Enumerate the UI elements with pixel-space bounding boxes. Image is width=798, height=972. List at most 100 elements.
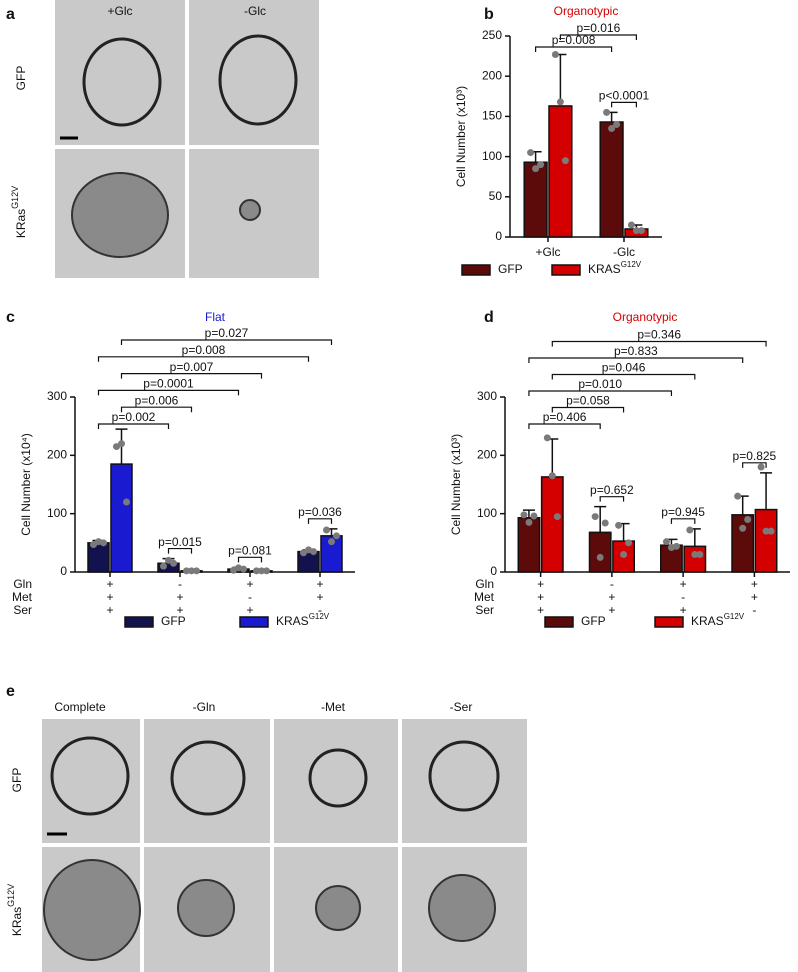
- condition-value: +: [751, 590, 758, 604]
- p-value: p=0.058: [566, 394, 610, 408]
- data-point: [739, 524, 747, 532]
- p-value: p=0.652: [590, 483, 634, 497]
- column-label: -Glc: [244, 4, 266, 18]
- y-tick-label: 100: [482, 149, 502, 163]
- data-point: [762, 527, 770, 535]
- significance-bracket: [528, 357, 744, 363]
- p-value: p=0.007: [170, 360, 214, 374]
- data-point: [532, 165, 540, 173]
- y-tick-label: 200: [477, 448, 497, 462]
- data-point: [170, 559, 177, 567]
- data-point: [527, 149, 535, 157]
- legend-swatch: [239, 616, 269, 628]
- organoid: [308, 748, 368, 808]
- y-tick-label: 0: [495, 229, 502, 243]
- condition-value: +: [176, 590, 183, 604]
- data-point: [672, 542, 680, 550]
- condition-value: -: [681, 590, 685, 604]
- p-value: p=0.945: [661, 505, 705, 519]
- row-label: KRasG12V: [10, 186, 28, 238]
- panel-letter: e: [6, 683, 15, 700]
- data-point: [625, 539, 633, 547]
- bar: [87, 542, 110, 573]
- y-tick-label: 300: [477, 389, 497, 403]
- significance-bracket: [670, 518, 696, 524]
- condition-label: Met: [474, 590, 495, 604]
- significance-bracket: [528, 390, 673, 396]
- legend-sup: G12V: [309, 612, 330, 621]
- data-point: [696, 551, 704, 558]
- significance-bracket: [551, 406, 625, 413]
- legend-swatch: [124, 616, 154, 628]
- bar: [540, 476, 564, 573]
- significance-bracket: [120, 406, 193, 413]
- condition-value: +: [316, 577, 323, 591]
- panel-letter: c: [6, 309, 15, 326]
- condition-value: +: [106, 603, 113, 617]
- p-value: p=0.0001: [143, 377, 194, 391]
- significance-bracket: [237, 556, 263, 563]
- y-tick-label: 200: [482, 68, 502, 82]
- organoid: [239, 199, 261, 221]
- data-point: [686, 526, 694, 534]
- micrograph: [42, 719, 140, 843]
- y-axis-label: Cell Number (x10³): [454, 86, 468, 187]
- p-value: p=0.406: [543, 410, 587, 424]
- condition-value: +: [537, 590, 544, 604]
- bar: [548, 105, 573, 238]
- p-value: p=0.036: [298, 505, 342, 519]
- data-point: [118, 440, 125, 448]
- condition-value: +: [176, 603, 183, 617]
- data-point: [608, 124, 616, 132]
- data-point: [734, 492, 742, 500]
- p-value: p=0.027: [205, 326, 249, 340]
- significance-bracket: [535, 46, 613, 52]
- significance-bracket: [559, 34, 637, 40]
- y-tick-label: 200: [47, 448, 67, 462]
- significance-bracket: [551, 373, 696, 380]
- significance-bracket: [551, 340, 767, 347]
- row-label: KRasG12V: [6, 884, 24, 936]
- y-tick-label: 0: [490, 564, 497, 578]
- organoid: [428, 740, 500, 812]
- data-point: [333, 532, 340, 540]
- data-point: [530, 512, 538, 520]
- data-point: [323, 526, 330, 534]
- row-label-sup: G12V: [10, 186, 20, 209]
- p-value: p=0.833: [614, 344, 658, 358]
- data-point: [591, 513, 599, 521]
- significance-bracket: [307, 518, 333, 524]
- bar: [683, 545, 707, 573]
- p-value: p=0.002: [112, 410, 156, 424]
- significance-bracket: [528, 423, 601, 429]
- panel-letter: d: [484, 309, 494, 326]
- condition-value: +: [106, 577, 113, 591]
- data-point: [757, 463, 765, 471]
- p-value: p=0.825: [733, 449, 777, 463]
- error-bar: [554, 53, 567, 106]
- data-point: [193, 567, 200, 575]
- error-bar: [522, 509, 535, 518]
- condition-value: -: [248, 590, 252, 604]
- y-axis-label: Cell Number (x10⁴): [19, 433, 33, 536]
- panel-e-images: [42, 719, 527, 972]
- y-tick-label: 0: [60, 564, 67, 578]
- y-axis-label: Cell Number (x10³): [449, 434, 463, 535]
- error-bar: [546, 438, 559, 477]
- organoid: [43, 859, 141, 961]
- significance-bracket: [611, 101, 637, 108]
- y-tick-label: 100: [477, 506, 497, 520]
- condition-value: +: [680, 603, 687, 617]
- data-point: [328, 538, 335, 546]
- p-value: p=0.081: [228, 544, 272, 558]
- legend-swatch: [544, 616, 574, 628]
- condition-label: Met: [12, 590, 33, 604]
- legend-label: KRASG12V: [588, 260, 642, 276]
- organoid: [177, 879, 235, 937]
- data-point: [263, 567, 270, 575]
- condition-value: -: [178, 577, 182, 591]
- data-point: [601, 519, 609, 527]
- data-point: [525, 518, 533, 526]
- data-point: [596, 553, 604, 561]
- bar: [731, 514, 755, 573]
